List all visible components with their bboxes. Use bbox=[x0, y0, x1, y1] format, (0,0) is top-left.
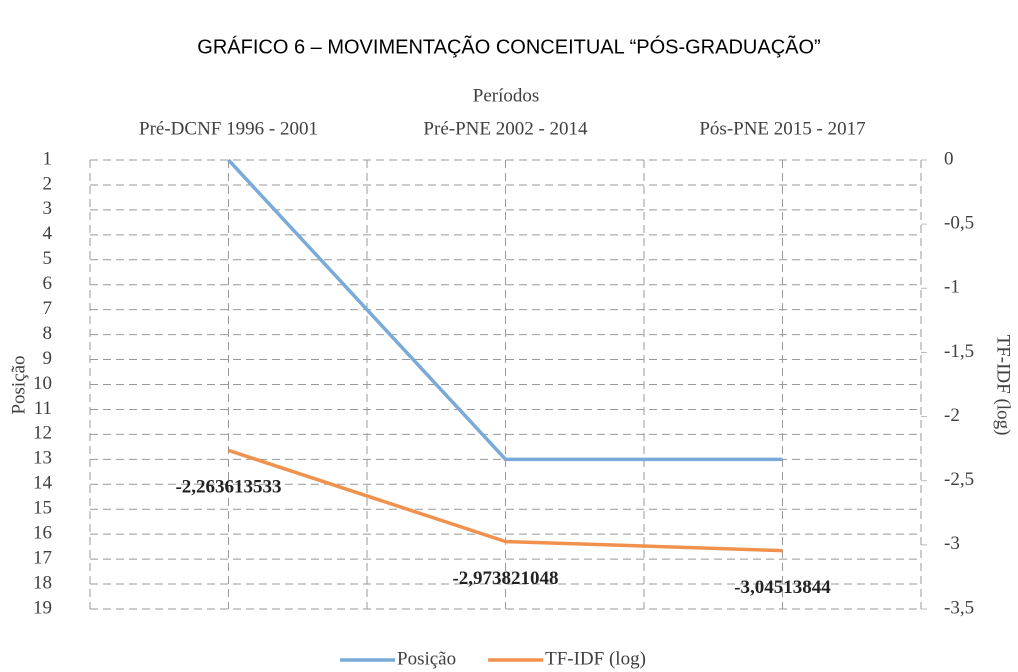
y-tick-label: 7 bbox=[43, 298, 53, 319]
y2-tick-label: -3,5 bbox=[944, 597, 974, 618]
x-axis-label: Períodos bbox=[473, 85, 540, 106]
y-tick-label: 18 bbox=[33, 572, 52, 593]
chart-title: GRÁFICO 6 – MOVIMENTAÇÃO CONCEITUAL “PÓS… bbox=[197, 34, 820, 58]
y-tick-label: 9 bbox=[43, 348, 53, 369]
y-tick-label: 2 bbox=[43, 173, 53, 194]
y2-tick-label: -2 bbox=[944, 405, 960, 426]
y-tick-label: 19 bbox=[33, 597, 52, 618]
line-series bbox=[227, 448, 783, 553]
y2-tick-label: -1 bbox=[944, 277, 960, 298]
line-series bbox=[227, 158, 783, 462]
x-tick-label: Pré-DCNF 1996 - 2001 bbox=[139, 118, 318, 139]
legend-label: Posição bbox=[397, 648, 456, 669]
y-axis-label: Posição bbox=[8, 355, 29, 414]
x-tick-label: Pré-PNE 2002 - 2014 bbox=[423, 118, 588, 139]
y-tick-label: 5 bbox=[43, 248, 53, 269]
y-tick-label: 13 bbox=[33, 448, 52, 469]
y-tick-label: 12 bbox=[33, 423, 52, 444]
y-tick-label: 4 bbox=[43, 223, 53, 244]
y-tick-label: 8 bbox=[43, 323, 53, 344]
y2-tick-label: 0 bbox=[944, 148, 954, 169]
y-tick-label: 3 bbox=[43, 198, 53, 219]
y2-tick-label: -0,5 bbox=[944, 213, 974, 234]
y-tick-label: 1 bbox=[43, 148, 53, 169]
y2-tick-label: -1,5 bbox=[944, 341, 974, 362]
y-tick-label: 14 bbox=[33, 473, 53, 494]
y2-tick-label: -3 bbox=[944, 533, 960, 554]
y-tick-label: 10 bbox=[33, 373, 52, 394]
y2-tick-label: -2,5 bbox=[944, 469, 974, 490]
legend-label: TF-IDF (log) bbox=[545, 648, 646, 669]
data-label: -3,04513844 bbox=[734, 577, 831, 598]
y-tick-label: 6 bbox=[43, 273, 53, 294]
data-label: -2,973821048 bbox=[452, 568, 558, 589]
y2-axis-label: TF-IDF (log) bbox=[993, 335, 1014, 436]
x-tick-label: Pós-PNE 2015 - 2017 bbox=[699, 118, 865, 139]
data-label: -2,263613533 bbox=[175, 477, 281, 498]
y-tick-label: 17 bbox=[33, 547, 52, 568]
y-tick-label: 11 bbox=[34, 398, 52, 419]
y-tick-label: 16 bbox=[33, 523, 52, 544]
y-tick-label: 15 bbox=[33, 498, 52, 519]
